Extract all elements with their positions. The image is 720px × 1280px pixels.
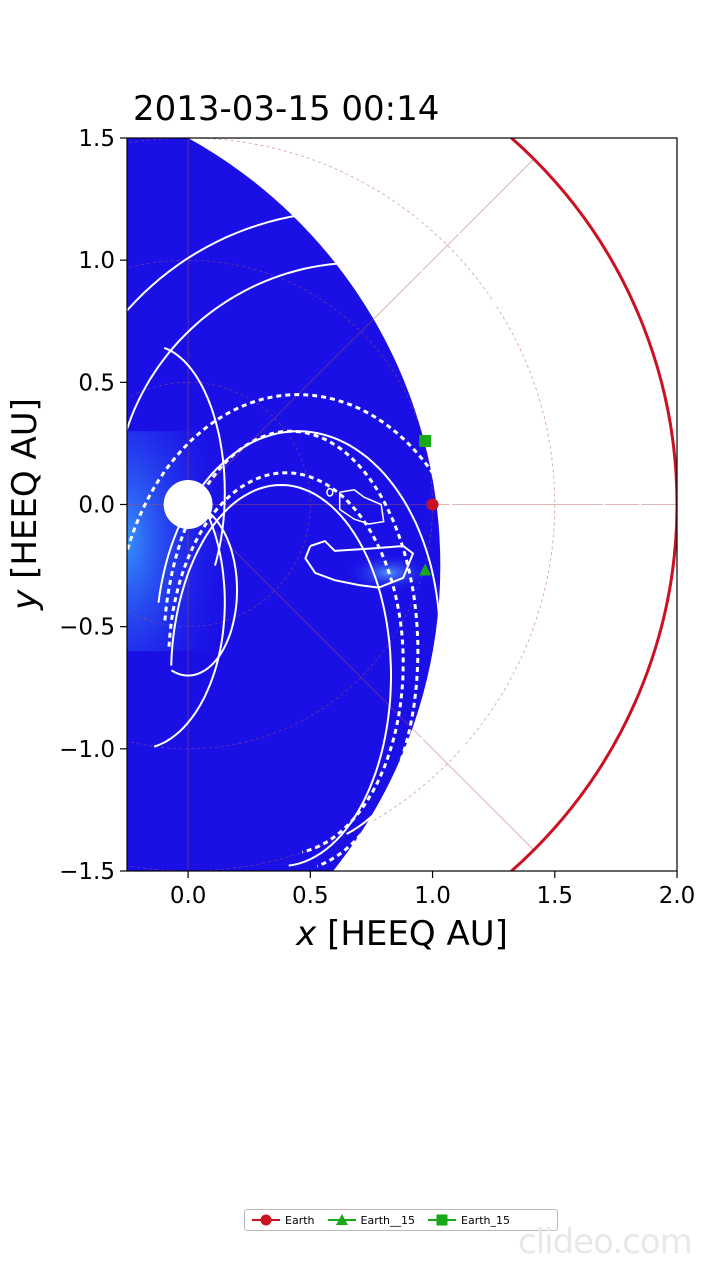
contour-line: [170, 483, 392, 867]
contour-line: [170, 503, 238, 677]
legend-label: Earth_15: [461, 1213, 510, 1227]
chart-title: 2013-03-15 00:14: [133, 89, 439, 129]
y-axis-label: y [HEEQ AU]: [5, 398, 45, 611]
contour-dashed: [163, 429, 420, 868]
circle-marker-icon: [252, 1214, 280, 1226]
x-tick-label: 2.0: [659, 883, 696, 909]
legend-label: Earth: [285, 1213, 315, 1227]
contour-line: [338, 489, 385, 525]
triangle-marker-icon: [327, 1214, 356, 1225]
y-tick-label: −1.5: [59, 859, 115, 885]
grid-ray: [187, 504, 535, 851]
contour-dashed: [167, 471, 405, 854]
x-tick-label: 1.5: [536, 883, 573, 909]
x-axis-ticks: 0.0 0.5 1.0 1.5 2.0: [170, 871, 695, 909]
x-tick-label: 1.0: [414, 883, 451, 909]
legend-item-earth-plus-15: Earth_15: [427, 1213, 510, 1227]
y-axis-unit: [HEEQ AU]: [5, 398, 45, 590]
contour-line: [127, 210, 642, 606]
x-tick-label: 0.0: [170, 883, 207, 909]
earth-15-marker: [419, 563, 432, 576]
square-marker-icon: [428, 1214, 456, 1226]
legend-item-earth: Earth: [251, 1213, 315, 1227]
legend: Earth Earth__15 Earth_15: [244, 1209, 558, 1231]
contour-line: [163, 346, 226, 566]
x-axis-label: x [HEEQ AU]: [295, 914, 508, 954]
watermark-text: clideo.com: [518, 1222, 693, 1262]
earth-marker: [426, 498, 439, 511]
legend-item-earth-minus-15: Earth__15: [327, 1213, 416, 1227]
y-tick-label: 1.0: [78, 248, 115, 274]
x-tick-label: 0.5: [292, 883, 329, 909]
y-tick-label: 1.5: [78, 126, 115, 152]
sun-disk: [163, 480, 213, 529]
y-axis-ticks: −1.5 −1.0 −0.5 0.0 0.5 1.0 1.5: [59, 126, 127, 885]
legend-label: Earth__15: [360, 1213, 416, 1227]
contour-line: [304, 539, 415, 589]
contour-line: [127, 261, 605, 513]
spacecraft-markers: [419, 434, 439, 576]
contour-line: [157, 430, 441, 835]
x-axis-unit: [HEEQ AU]: [316, 914, 508, 954]
contour-lines: [127, 210, 642, 868]
y-axis-variable: y: [5, 589, 45, 611]
x-axis-variable: x: [295, 914, 317, 954]
contour-line: [326, 487, 334, 497]
y-tick-label: 0.5: [78, 370, 115, 396]
y-tick-label: 0.0: [78, 493, 115, 519]
contour-line: [153, 507, 226, 748]
y-tick-label: −0.5: [59, 615, 115, 641]
y-tick-label: −1.0: [59, 737, 115, 763]
earth-15-marker: [419, 434, 432, 447]
contour-dashed: [127, 393, 483, 862]
